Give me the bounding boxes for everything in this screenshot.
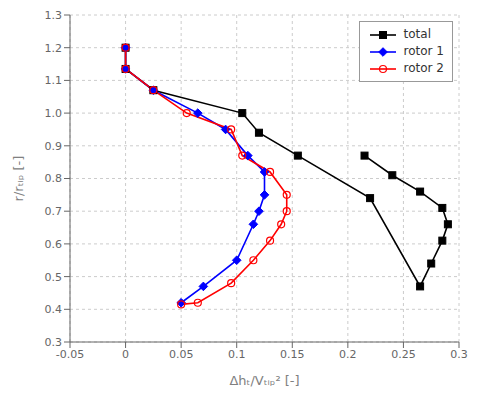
svg-text:0.6: 0.6 (45, 238, 63, 251)
svg-text:0.9: 0.9 (45, 140, 63, 153)
svg-text:1.0: 1.0 (45, 107, 63, 120)
svg-text:0.2: 0.2 (339, 348, 357, 361)
html-text:rotor 1: rotor 1 (403, 44, 444, 58)
svg-text:0.3: 0.3 (45, 336, 63, 349)
svg-text:0.1: 0.1 (228, 348, 246, 361)
svg-text:1.1: 1.1 (45, 74, 63, 87)
svg-text:0.05: 0.05 (169, 348, 194, 361)
svg-text:r/rₜᵢₚ [-]: r/rₜᵢₚ [-] (11, 156, 26, 202)
svg-text:1.3: 1.3 (45, 9, 63, 22)
svg-text:0: 0 (122, 348, 129, 361)
svg-text:0.5: 0.5 (45, 271, 63, 284)
svg-text:0.8: 0.8 (45, 172, 63, 185)
svg-text:-0.05: -0.05 (56, 348, 84, 361)
html-text:total: total (403, 27, 431, 41)
svg-text:0.7: 0.7 (45, 205, 63, 218)
html-text:rotor 2: rotor 2 (403, 61, 444, 75)
svg-text:0.25: 0.25 (391, 348, 416, 361)
svg-text:0.3: 0.3 (450, 348, 468, 361)
svg-text:0.15: 0.15 (280, 348, 305, 361)
svg-text:1.2: 1.2 (45, 42, 63, 55)
svg-text:Δhₜ/Vₜᵢₚ² [-]: Δhₜ/Vₜᵢₚ² [-] (229, 373, 299, 388)
svg-text:0.4: 0.4 (45, 303, 63, 316)
